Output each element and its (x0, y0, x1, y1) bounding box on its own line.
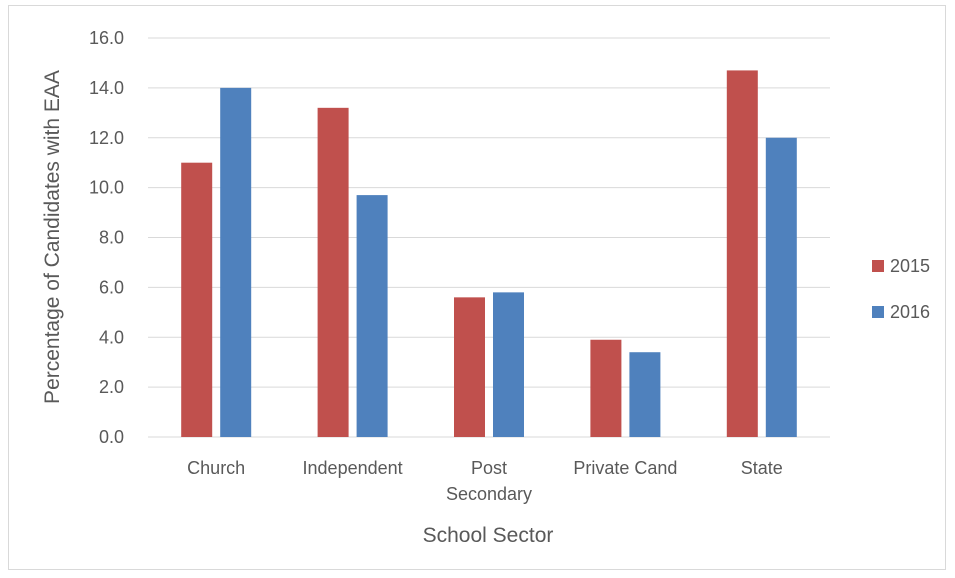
bars (181, 70, 797, 437)
y-tick-label: 6.0 (99, 277, 124, 297)
y-tick-labels: 0.0 2.0 4.0 6.0 8.0 10.0 12.0 14.0 16.0 (89, 28, 124, 447)
y-tick-label: 12.0 (89, 128, 124, 148)
x-category-label: Post (471, 458, 507, 478)
bar-2016-0 (220, 87, 252, 437)
bar-2016-2 (493, 292, 524, 437)
y-tick-label: 14.0 (89, 78, 124, 98)
x-category-labels: Church Independent Post Secondary Private Ca… (187, 458, 783, 504)
legend-swatch-2015 (872, 260, 884, 272)
y-axis-title: Percentage of Candidates with EAA (41, 70, 64, 404)
x-category-label: Secondary (446, 484, 532, 504)
x-category-label: Independent (303, 458, 403, 478)
y-tick-label: 4.0 (99, 327, 124, 347)
legend: 2015 2016 (872, 256, 930, 322)
bar-2015-2 (454, 297, 485, 437)
bar-2015-0 (181, 162, 213, 437)
gridlines (148, 37, 830, 438)
y-tick-label: 10.0 (89, 178, 124, 198)
bar-2016-1 (356, 195, 388, 437)
legend-label-2016: 2016 (890, 302, 930, 322)
y-tick-label: 8.0 (99, 228, 124, 248)
y-tick-label: 0.0 (99, 427, 124, 447)
x-axis-title: School Sector (423, 524, 554, 547)
bar-2016-4 (765, 137, 797, 437)
y-tick-label: 2.0 (99, 377, 124, 397)
x-category-label: State (741, 458, 783, 478)
legend-label-2015: 2015 (890, 256, 930, 276)
bar-2015-3 (590, 339, 622, 437)
legend-swatch-2016 (872, 306, 884, 318)
bar-2015-1 (317, 107, 349, 437)
y-tick-label: 16.0 (89, 28, 124, 48)
x-category-label: Church (187, 458, 245, 478)
x-category-label: Private Cand (573, 458, 677, 478)
bar-2016-3 (629, 352, 661, 437)
bar-2015-4 (726, 70, 758, 437)
